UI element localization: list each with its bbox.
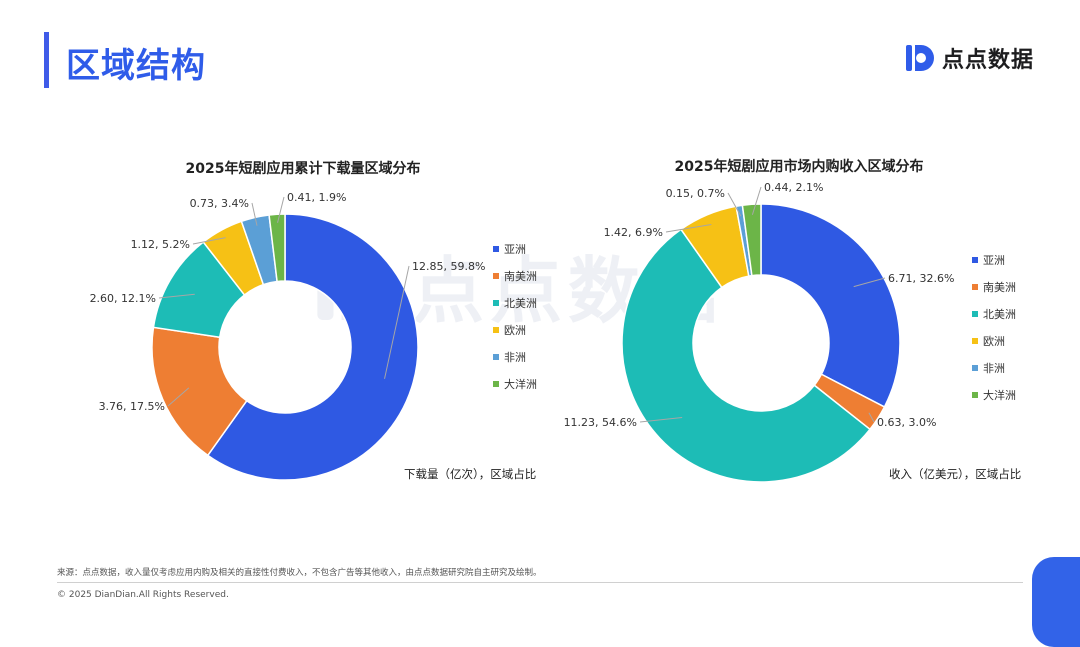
legend-label-south-america: 南美洲 xyxy=(504,270,537,283)
leader-line xyxy=(751,186,762,215)
leader-line xyxy=(192,237,226,245)
slice-asia xyxy=(206,213,419,481)
slice-asia xyxy=(760,203,901,408)
slice-north-america xyxy=(621,228,871,483)
copyright-text: © 2025 DianDian.All Rights Reserved. xyxy=(57,590,229,600)
leader-line xyxy=(251,202,258,226)
leader-line xyxy=(727,192,742,217)
unit-note: 下载量（亿次），区域占比 xyxy=(404,467,536,481)
slice-oceania xyxy=(268,213,286,283)
legend-label-africa: 非洲 xyxy=(983,362,1005,375)
legend-swatch-north-america xyxy=(493,300,499,306)
leader-line xyxy=(853,277,886,288)
data-label-south-america: 3.76, 17.5% xyxy=(99,400,165,413)
legend-label-europe: 欧洲 xyxy=(504,324,526,337)
unit-note: 收入（亿美元），区域占比 xyxy=(889,467,1021,481)
legend-label-africa: 非洲 xyxy=(504,351,526,364)
data-label-europe: 1.42, 6.9% xyxy=(604,226,663,239)
legend-swatch-europe xyxy=(493,327,499,333)
data-label-oceania: 0.44, 2.1% xyxy=(764,181,823,194)
logo-text: 点点数据 xyxy=(942,48,1035,73)
legend-swatch-south-america xyxy=(493,273,499,279)
leader-line xyxy=(277,196,285,223)
data-label-asia: 12.85, 59.8% xyxy=(412,260,485,273)
leader-line xyxy=(868,412,875,423)
legend-swatch-africa xyxy=(972,365,978,371)
legend-swatch-asia xyxy=(493,246,499,252)
slice-south-america xyxy=(151,326,248,457)
legend-label-asia: 亚洲 xyxy=(983,254,1005,267)
data-label-north-america: 2.60, 12.1% xyxy=(90,292,156,305)
leader-line xyxy=(167,387,190,407)
legend-label-oceania: 大洋洲 xyxy=(983,388,1016,402)
leader-line xyxy=(639,417,683,423)
legend-label-north-america: 北美洲 xyxy=(983,308,1016,321)
data-label-asia: 6.71, 32.6% xyxy=(888,272,954,285)
download-region-chart: 2025年短剧应用累计下载量区域分布 12.85, 59.8% 3.76, 17.5… xyxy=(90,160,537,481)
legend-swatch-south-america xyxy=(972,284,978,290)
legend-swatch-north-america xyxy=(972,311,978,317)
data-label-europe: 1.12, 5.2% xyxy=(131,238,190,251)
legend-swatch-oceania xyxy=(493,381,499,387)
data-label-south-america: 0.63, 3.0% xyxy=(877,416,936,429)
legend-label-europe: 欧洲 xyxy=(983,335,1005,348)
leader-line xyxy=(158,293,195,299)
footer-source-note: 来源：点点数据，收入量仅考虑应用内购及相关的直接性付费收入，不包含广告等其他收入… xyxy=(57,568,542,578)
corner-decoration xyxy=(1032,557,1080,647)
legend-label-oceania: 大洋洲 xyxy=(504,377,537,391)
page-title: 区域结构 xyxy=(66,46,206,86)
data-label-africa: 0.73, 3.4% xyxy=(190,197,249,210)
data-label-africa: 0.15, 0.7% xyxy=(666,187,725,200)
footer-divider xyxy=(57,582,1023,583)
data-label-north-america: 11.23, 54.6% xyxy=(564,416,637,429)
legend-swatch-europe xyxy=(972,338,978,344)
chart-title: 2025年短剧应用市场内购收入区域分布 xyxy=(675,158,924,175)
legend-label-north-america: 北美洲 xyxy=(504,297,537,310)
brand-logo: 点点数据 xyxy=(904,42,1034,74)
revenue-region-chart: 2025年短剧应用市场内购收入区域分布 6.71, 32.6% 0.63, 3.0%… xyxy=(564,158,1021,483)
legend-label-south-america: 南美洲 xyxy=(983,281,1016,294)
leader-line xyxy=(665,223,712,233)
data-label-oceania: 0.41, 1.9% xyxy=(287,191,346,204)
leader-line xyxy=(384,265,410,379)
legend-label-asia: 亚洲 xyxy=(504,243,526,256)
slice-oceania xyxy=(741,203,762,277)
chart-title: 2025年短剧应用累计下载量区域分布 xyxy=(186,160,421,177)
title-accent-bar xyxy=(44,32,49,88)
legend-swatch-asia xyxy=(972,257,978,263)
legend-swatch-oceania xyxy=(972,392,978,398)
legend-swatch-africa xyxy=(493,354,499,360)
diandian-logo-icon xyxy=(906,45,934,71)
